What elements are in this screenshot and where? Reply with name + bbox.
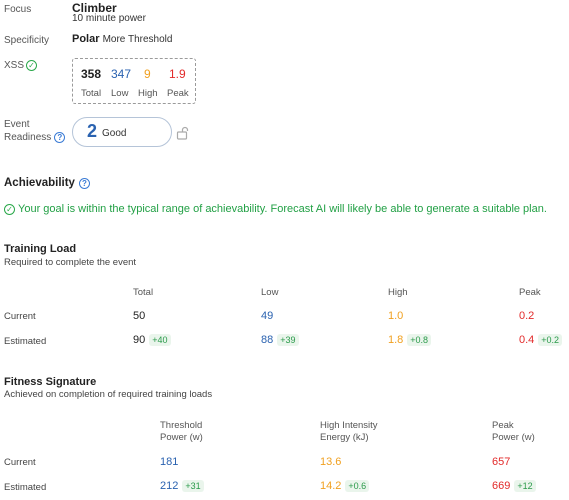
tl-delta-peak: +0.2 [538,334,563,346]
event-readiness-label-row: Readiness ? [4,131,66,144]
focus-value: Climber [72,1,117,15]
xss-cap-high: High [138,88,158,99]
tl-header-total: Total [133,287,154,298]
tl-current-peak: 0.2 [519,310,535,322]
focus-label: Focus [4,4,32,15]
tl-current-label: Current [4,311,36,322]
event-readiness-pill: 2 Good [72,117,172,147]
lock-icon[interactable] [176,126,190,145]
xss-box: 358 347 9 1.9 Total Low High Peak [72,58,196,104]
tl-current-total: 50 [133,310,146,322]
training-load-subtitle: Required to complete the event [4,257,137,268]
fs-header-high-intensity-line1: High Intensity [320,420,378,431]
fs-estimated-threshold-group: 212 +31 [160,480,204,492]
xss-cap-peak: Peak [167,88,189,99]
fs-estimated-threshold: 212 [160,480,179,492]
achievability-message: Your goal is within the typical range of… [18,203,547,215]
xss-peak: 1.9 [169,67,186,81]
xss-high: 9 [144,67,151,81]
fs-delta-threshold: +31 [182,480,204,492]
tl-estimated-high-group: 1.8 +0.8 [388,334,432,346]
fs-header-peak: Peak Power (w) [492,420,535,444]
fs-estimated-peak-group: 669 +12 [492,480,536,492]
event-readiness-label-line2: Readiness [4,132,52,143]
xss-low: 347 [111,67,132,81]
fs-estimated-high-intensity-group: 14.2 +0.6 [320,480,370,492]
tl-header-low: Low [261,287,279,298]
fs-estimated-peak: 669 [492,480,511,492]
tl-estimated-peak: 0.4 [519,334,535,346]
xss-label: XSS [4,60,25,71]
tl-estimated-peak-group: 0.4 +0.2 [519,334,563,346]
tl-current-high: 1.0 [388,310,404,322]
fs-current-peak: 657 [492,456,511,468]
xss-total: 358 [81,67,102,81]
xss-cap-total: Total [81,88,102,99]
tl-header-high: High [388,287,408,298]
tl-estimated-total-group: 90 +40 [133,334,171,346]
fs-header-high-intensity-line2: Energy (kJ) [320,432,369,443]
fs-header-peak-line1: Peak [492,420,514,431]
fs-header-high-intensity: High Intensity Energy (kJ) [320,420,378,444]
achievability-message-row: ✓ Your goal is within the typical range … [4,203,547,215]
event-readiness-text: Good [102,128,127,139]
achievability-help-icon[interactable]: ? [78,177,90,189]
fs-current-label: Current [4,457,36,468]
fitness-signature-subtitle: Achieved on completion of required train… [4,389,213,400]
tl-estimated-low: 88 [261,334,274,346]
check-circle-icon: ✓ [26,60,37,71]
tl-header-peak: Peak [519,287,541,298]
fs-delta-high-intensity: +0.6 [345,480,370,492]
tl-delta-low: +39 [277,334,299,346]
fs-header-peak-line2: Power (w) [492,432,535,443]
tl-delta-high: +0.8 [407,334,432,346]
event-readiness-label-line1: Event [4,119,30,130]
tl-delta-total: +40 [149,334,171,346]
fitness-signature-title: Fitness Signature [4,376,97,388]
event-readiness-value: 2 [87,121,98,141]
specificity-label: Specificity [4,35,50,46]
xss-cap-low: Low [111,88,129,99]
fs-current-high-intensity: 13.6 [320,456,342,468]
fs-header-threshold: Threshold Power (w) [160,420,203,444]
help-icon[interactable]: ? [54,132,66,143]
specificity-sub: More Threshold [102,34,173,45]
achievability-title: Achievability [4,177,75,189]
tl-estimated-label: Estimated [4,336,47,347]
focus-sub: 10 minute power [72,13,146,24]
fs-current-threshold: 181 [160,456,179,468]
fs-estimated-label: Estimated [4,482,47,493]
fs-delta-peak: +12 [514,480,536,492]
fs-header-threshold-line2: Power (w) [160,432,203,443]
tl-current-low: 49 [261,310,274,322]
tl-estimated-total: 90 [133,334,146,346]
achievability-header: Achievability ? [4,177,90,189]
tl-estimated-low-group: 88 +39 [261,334,299,346]
training-load-title: Training Load [4,243,77,255]
fs-estimated-high-intensity: 14.2 [320,480,342,492]
fs-header-threshold-line1: Threshold [160,420,203,431]
specificity-value: Polar [72,33,100,45]
specificity-value-group: Polar More Threshold [72,33,172,45]
event-readiness-label: Event Readiness ? [4,118,66,144]
tl-estimated-high: 1.8 [388,334,404,346]
achievability-check-icon: ✓ [4,203,15,215]
